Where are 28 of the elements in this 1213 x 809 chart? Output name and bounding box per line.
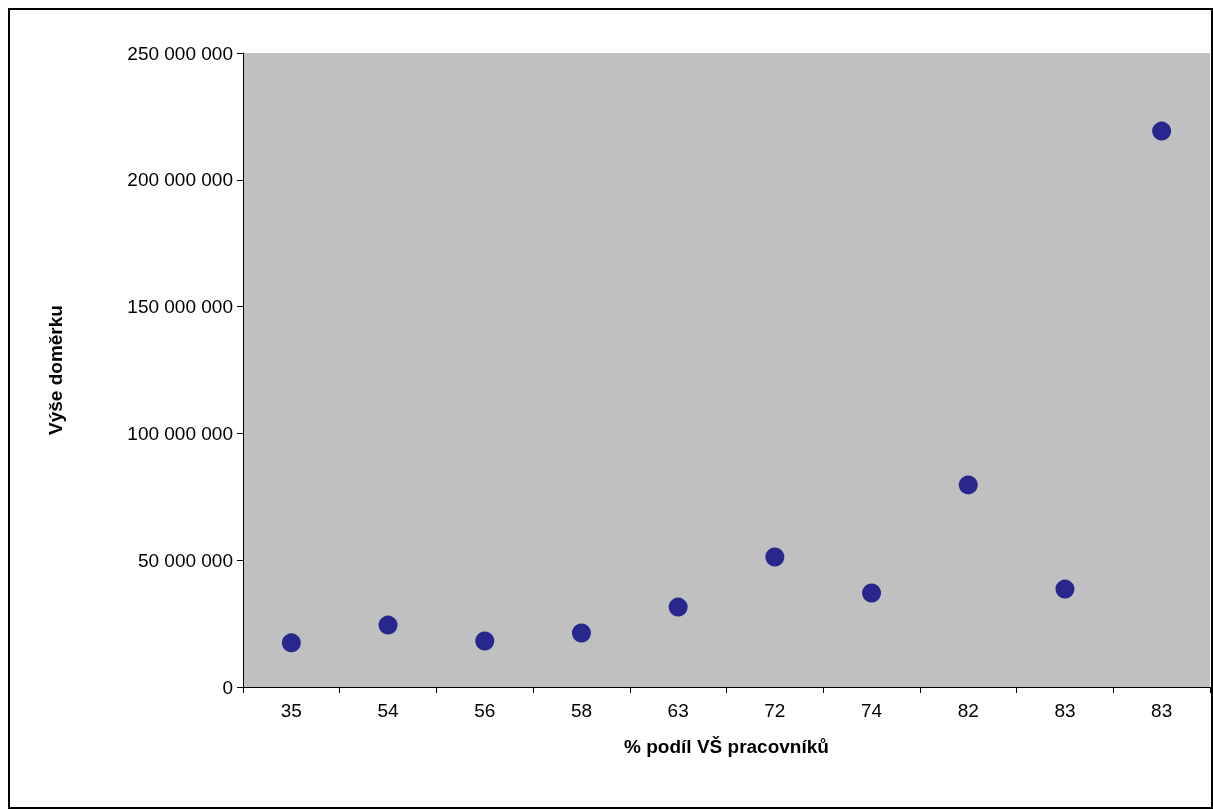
point: [765, 547, 785, 567]
point: [668, 597, 688, 617]
x-tick-label: 54: [377, 700, 400, 721]
x-tick-label: 56: [474, 700, 496, 721]
x-tick-label: 72: [764, 700, 786, 721]
y-tick-label: 0: [222, 676, 233, 698]
point: [1055, 579, 1075, 599]
point: [571, 623, 591, 643]
x-tick-label: 74: [860, 700, 883, 721]
point: [958, 475, 978, 495]
x-tick-label: 82: [957, 700, 979, 721]
point: [1152, 121, 1172, 141]
point: [378, 615, 398, 635]
y-axis-title: Výše doměrku: [45, 305, 66, 435]
x-axis-title: % podíl VŠ pracovníků: [624, 736, 829, 757]
point: [475, 631, 495, 651]
point: [281, 633, 301, 653]
y-tick-label: 200 000 000: [127, 169, 233, 191]
point: [862, 583, 882, 603]
x-tick-label: 63: [667, 700, 689, 721]
x-tick-label: 35: [280, 700, 302, 721]
y-tick-label: 50 000 000: [137, 549, 233, 571]
y-tick-label: 100 000 000: [127, 422, 233, 444]
y-tick-label: 150 000 000: [127, 296, 233, 318]
y-tick-label: 250 000 000: [127, 42, 233, 64]
x-tick-label: 83: [1151, 700, 1173, 721]
x-tick-label: 83: [1054, 700, 1076, 721]
x-tick-label: 58: [570, 700, 593, 721]
